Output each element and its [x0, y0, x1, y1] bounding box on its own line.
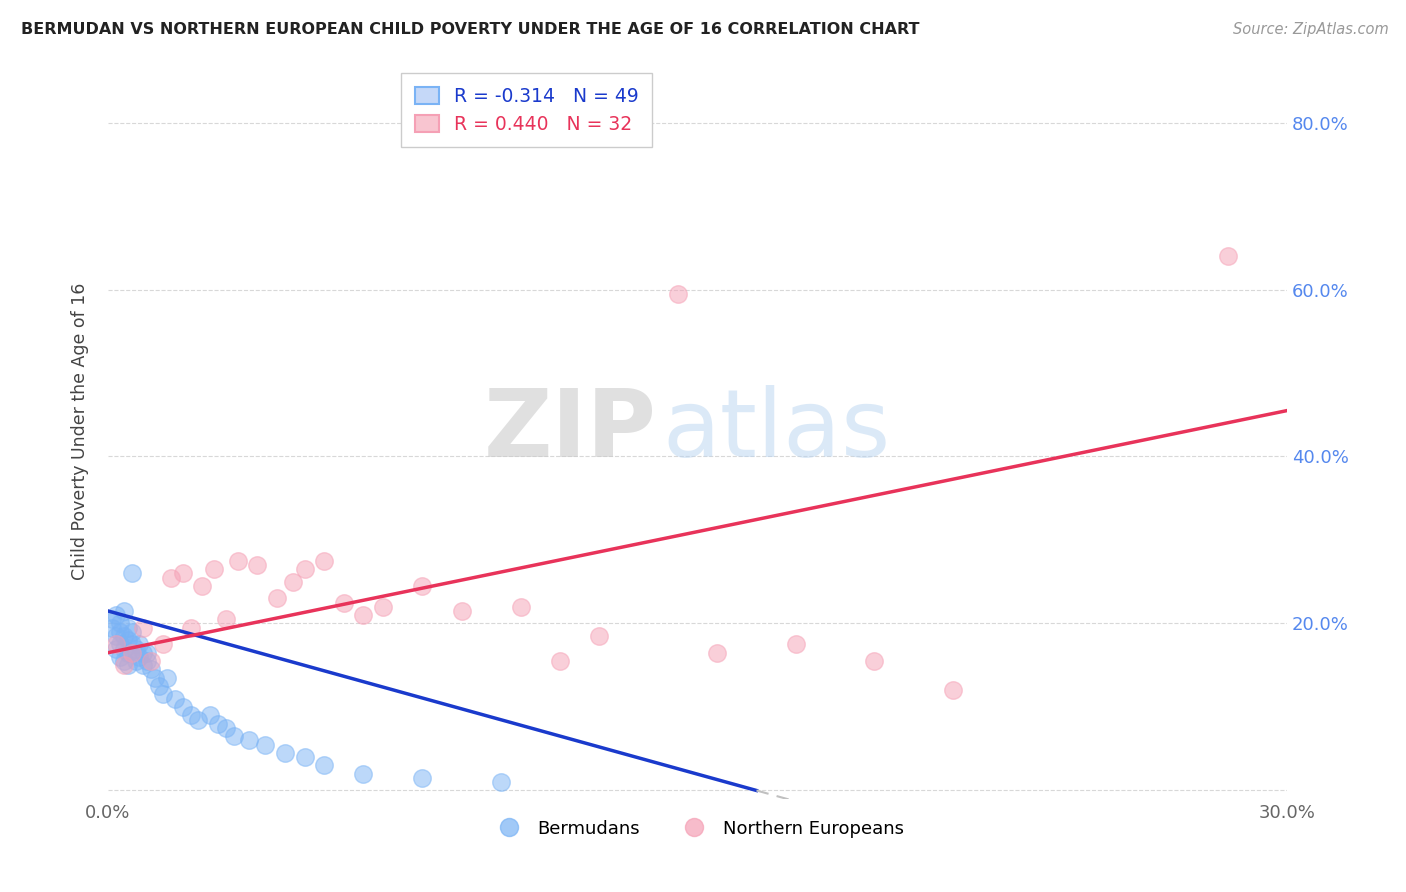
Point: [226, 554, 249, 568]
Point: [152, 688, 174, 702]
Point: [294, 562, 316, 576]
Point: [156, 671, 179, 685]
Point: [706, 646, 728, 660]
Point: [104, 608, 127, 623]
Point: [172, 566, 194, 581]
Point: [132, 621, 155, 635]
Point: [215, 612, 238, 626]
Text: Source: ZipAtlas.com: Source: ZipAtlas.com: [1233, 22, 1389, 37]
Point: [152, 637, 174, 651]
Point: [128, 649, 150, 664]
Point: [785, 637, 807, 651]
Point: [104, 641, 127, 656]
Point: [117, 633, 139, 648]
Y-axis label: Child Poverty Under the Age of 16: Child Poverty Under the Age of 16: [72, 283, 89, 580]
Point: [198, 708, 221, 723]
Point: [202, 562, 225, 576]
Point: [588, 629, 610, 643]
Point: [215, 721, 238, 735]
Point: [117, 658, 139, 673]
Point: [121, 566, 143, 581]
Point: [238, 733, 260, 747]
Point: [101, 612, 124, 626]
Point: [112, 629, 135, 643]
Point: [191, 579, 214, 593]
Point: [863, 654, 886, 668]
Point: [141, 654, 163, 668]
Point: [666, 286, 689, 301]
Point: [163, 691, 186, 706]
Point: [132, 646, 155, 660]
Point: [489, 775, 512, 789]
Point: [112, 604, 135, 618]
Point: [187, 713, 209, 727]
Point: [136, 654, 159, 668]
Point: [108, 637, 131, 651]
Point: [108, 624, 131, 639]
Text: atlas: atlas: [662, 385, 890, 477]
Point: [353, 608, 375, 623]
Point: [141, 662, 163, 676]
Point: [411, 579, 433, 593]
Point: [108, 649, 131, 664]
Point: [266, 591, 288, 606]
Point: [117, 646, 139, 660]
Point: [104, 629, 127, 643]
Point: [121, 646, 143, 660]
Point: [117, 621, 139, 635]
Point: [124, 654, 146, 668]
Point: [143, 671, 166, 685]
Point: [274, 746, 297, 760]
Point: [112, 641, 135, 656]
Point: [246, 558, 269, 572]
Legend: Bermudans, Northern Europeans: Bermudans, Northern Europeans: [484, 813, 911, 845]
Point: [121, 624, 143, 639]
Point: [314, 758, 336, 772]
Point: [121, 637, 143, 651]
Point: [132, 658, 155, 673]
Point: [281, 574, 304, 589]
Point: [172, 700, 194, 714]
Text: ZIP: ZIP: [484, 385, 657, 477]
Point: [101, 621, 124, 635]
Point: [411, 771, 433, 785]
Point: [180, 621, 202, 635]
Point: [148, 679, 170, 693]
Point: [108, 616, 131, 631]
Point: [333, 596, 356, 610]
Point: [136, 646, 159, 660]
Point: [180, 708, 202, 723]
Point: [104, 637, 127, 651]
Point: [1216, 249, 1239, 263]
Point: [124, 641, 146, 656]
Point: [254, 738, 277, 752]
Point: [128, 637, 150, 651]
Point: [314, 554, 336, 568]
Point: [294, 750, 316, 764]
Point: [509, 599, 531, 614]
Point: [450, 604, 472, 618]
Point: [371, 599, 394, 614]
Point: [112, 658, 135, 673]
Point: [222, 729, 245, 743]
Point: [942, 683, 965, 698]
Point: [548, 654, 571, 668]
Point: [112, 654, 135, 668]
Point: [353, 766, 375, 780]
Point: [160, 570, 183, 584]
Text: BERMUDAN VS NORTHERN EUROPEAN CHILD POVERTY UNDER THE AGE OF 16 CORRELATION CHAR: BERMUDAN VS NORTHERN EUROPEAN CHILD POVE…: [21, 22, 920, 37]
Point: [207, 716, 229, 731]
